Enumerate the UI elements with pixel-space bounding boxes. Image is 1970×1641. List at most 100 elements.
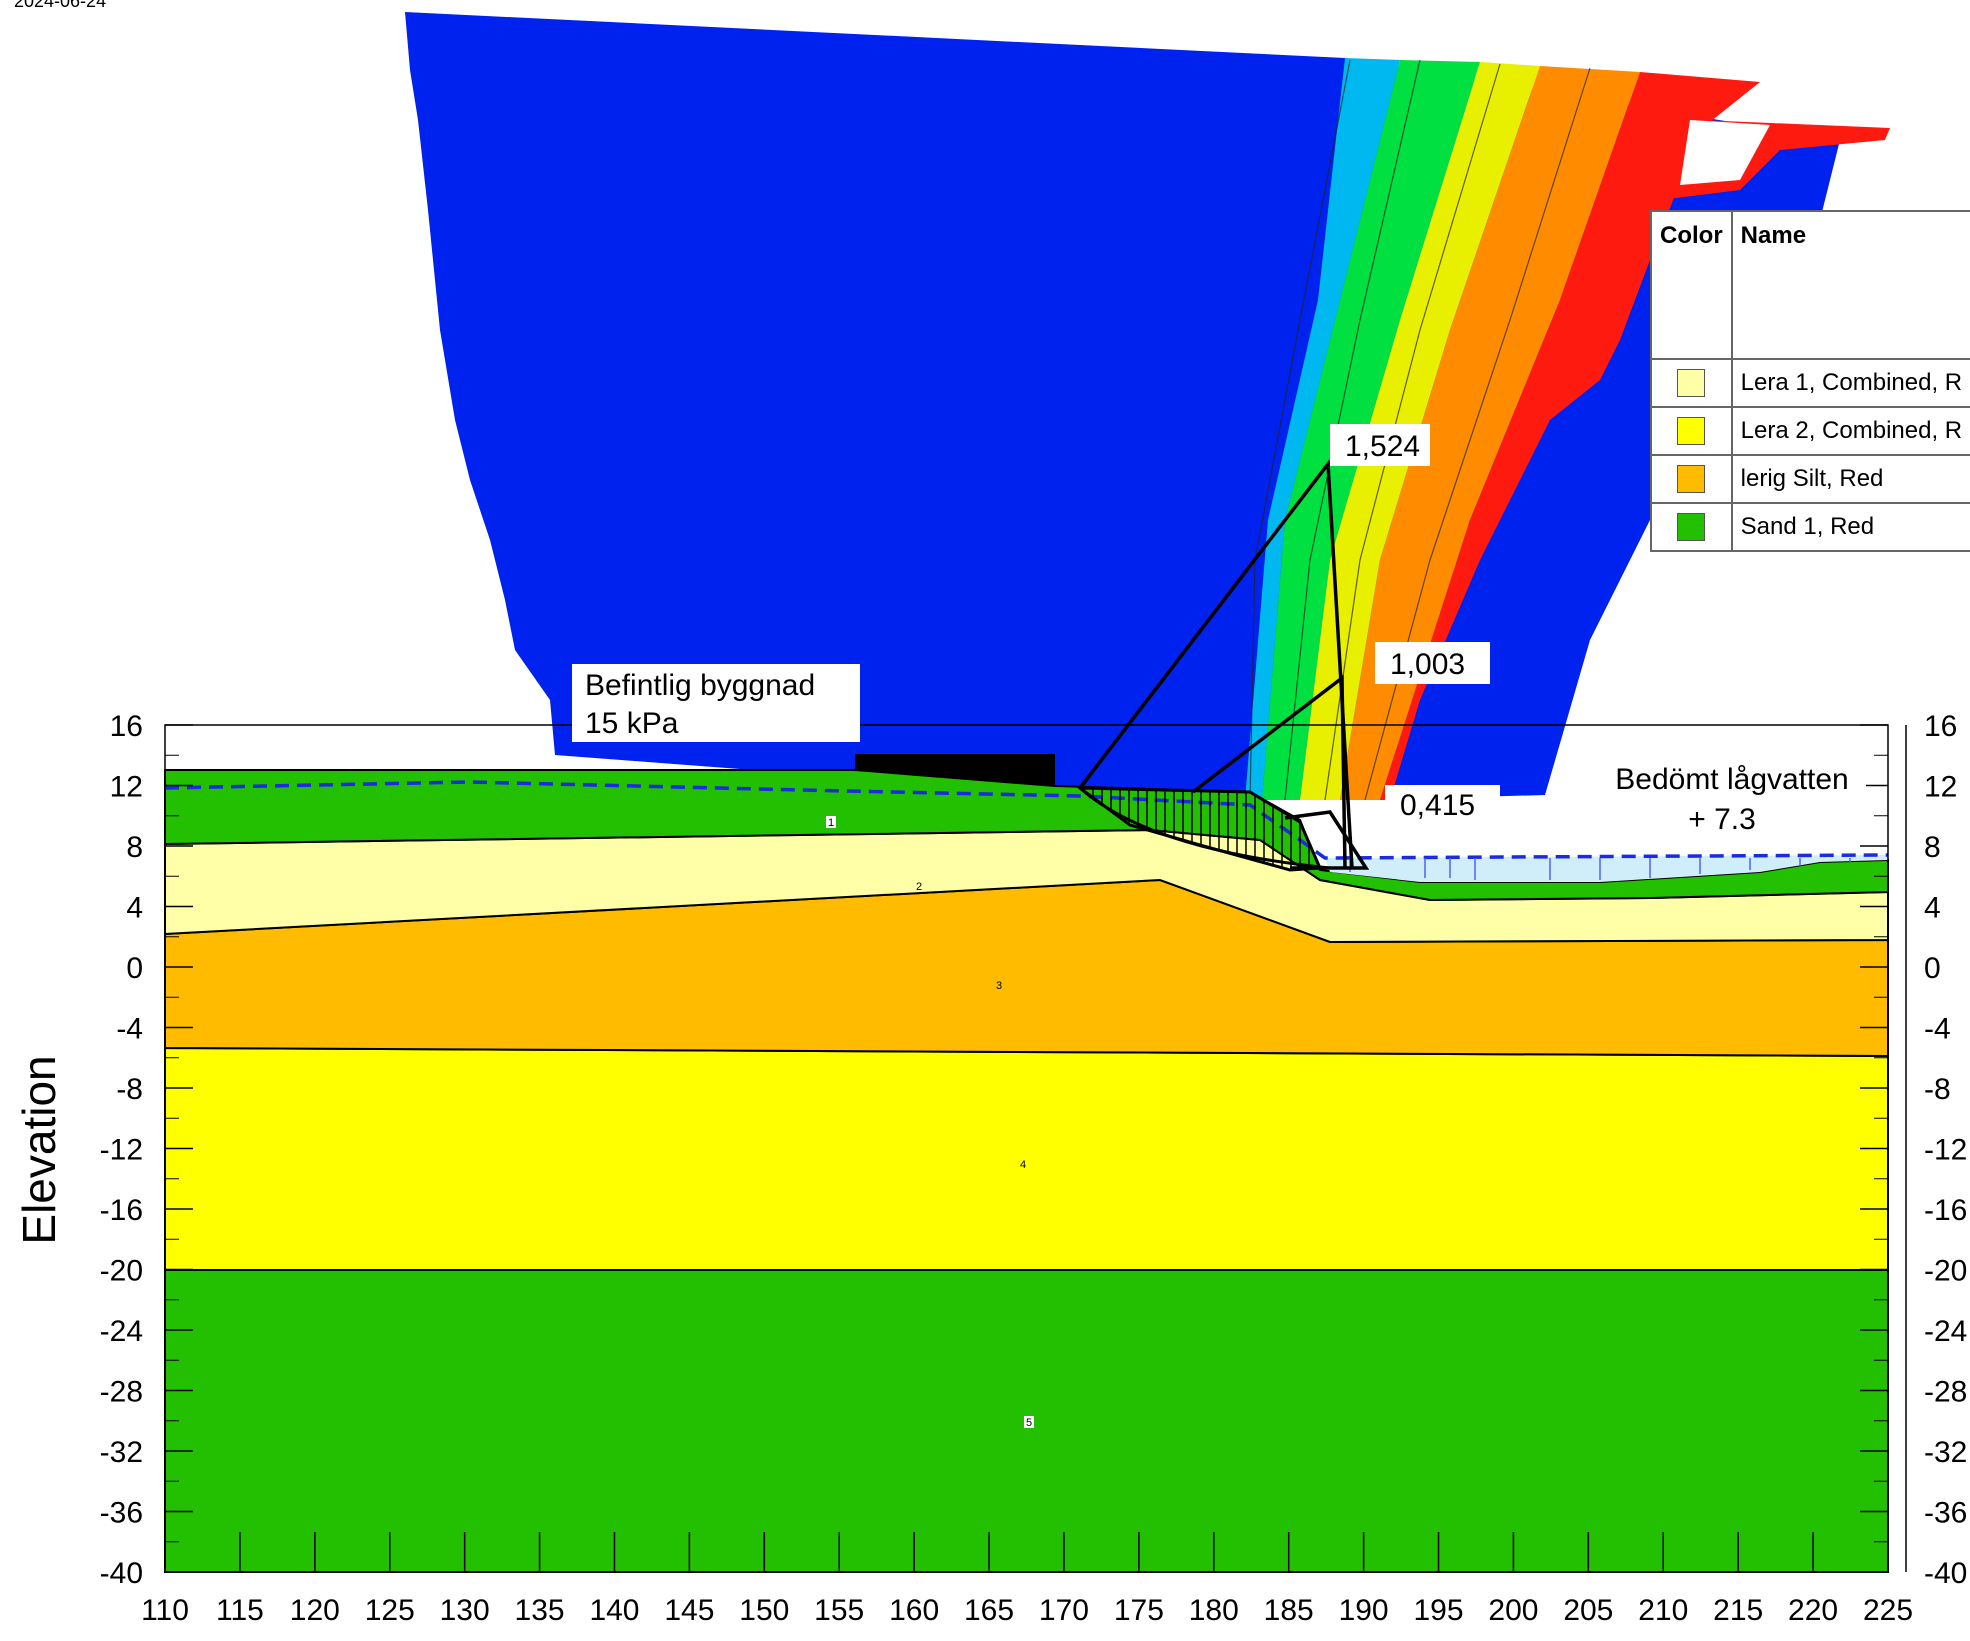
load-label-line1: Befintlig byggnad [585,669,815,702]
water-label-line2: + 7.3 [1688,803,1756,836]
y-tick-label-right: -36 [1924,1497,1967,1530]
y-tick-label-right: -32 [1924,1436,1967,1469]
soil-profile [164,769,1889,1573]
x-tick-label: 215 [1713,1594,1763,1627]
slip-surface-1003 [1191,674,1347,869]
legend-swatch [1677,369,1706,398]
fs-value-top: 1,524 [1345,430,1420,463]
load-annotation: Befintlig byggnad 15 kPa [572,664,860,742]
legend-swatch [1677,465,1706,494]
legend-header-name: Name [1730,210,1970,360]
layer-number-4: 4 [1020,1159,1026,1171]
y-tick-label-left: 12 [110,771,143,804]
x-tick-label: 125 [365,1594,415,1627]
legend-row: Lera 2, Combined, R [1650,406,1970,456]
y-tick-label-left: -16 [100,1194,143,1227]
slip-surfaces [1075,459,1370,872]
legend-item-name: Lera 2, Combined, R [1730,406,1970,456]
x-tick-label: 135 [515,1594,565,1627]
contour-green-band [1262,60,1480,800]
water-annotation: Bedömt lågvatten + 7.3 [1598,756,1866,836]
legend-item-name: lerig Silt, Red [1730,454,1970,504]
y-tick-label-right: -40 [1924,1557,1967,1590]
y-tick-label-left: -24 [100,1315,143,1348]
date-label: 2024-06-24 [14,0,107,11]
contour-red-fringe [1560,120,1890,400]
y-tick-label-right: 8 [1924,831,1941,864]
x-tick-label: 120 [290,1594,340,1627]
material-legend: Color Name Lera 1, Combined, R Lera 2, C… [1650,210,1970,552]
y-tick-label-left: -4 [116,1013,143,1046]
y-tick-label-right: 4 [1924,892,1941,925]
y-tick-label-left: 0 [126,952,143,985]
x-tick-label: 165 [964,1594,1014,1627]
x-tick-label: 210 [1638,1594,1688,1627]
layer-number-3: 3 [996,980,1002,992]
fs-label-mid: 1,003 [1375,642,1490,684]
x-tick-label: 150 [739,1594,789,1627]
x-ticks: 110 115 120 125 130 135 140 145 150 155 160 165 170 1… [141,1532,1913,1627]
x-tick-label: 115 [216,1594,264,1627]
x-tick-label: 130 [440,1594,490,1627]
x-tick-label: 140 [589,1594,639,1627]
x-tick-label: 170 [1039,1594,1089,1627]
legend-item-name: Sand 1, Red [1730,502,1970,552]
y-tick-label-left: 8 [126,831,143,864]
slip-arc [1079,786,1331,870]
x-tick-label: 200 [1488,1594,1538,1627]
y-ticks-right: 16 12 8 4 0 -4 -8 -12 -16 -20 -24 -28 -32 -36 -40 [1860,710,1967,1590]
y-tick-label-right: 0 [1924,952,1941,985]
legend-row: lerig Silt, Red [1650,454,1970,504]
y-tick-label-left: -12 [100,1134,143,1167]
y-tick-label-right: -24 [1924,1315,1967,1348]
x-tick-label: 225 [1863,1594,1913,1627]
legend-swatch [1677,417,1706,446]
y-tick-label-left: -36 [100,1497,143,1530]
y-axis-label: Elevation [13,1055,65,1244]
layer-numbers: 1 2 3 4 5 [826,816,1034,1429]
x-tick-label: 145 [664,1594,714,1627]
fs-label-low: 0,415 [1385,785,1500,827]
fs-value-low: 0,415 [1400,789,1475,822]
y-ticks-left: 16 12 8 4 0 -4 -8 -12 -16 -20 -24 -28 -32 -36 -40 [100,710,193,1590]
x-tick-label: 220 [1788,1594,1838,1627]
x-tick-label: 160 [889,1594,939,1627]
x-tick-label: 195 [1413,1594,1463,1627]
y-tick-label-left: 4 [126,892,143,925]
layer-number-5: 5 [1026,1417,1032,1429]
x-tick-label: 175 [1114,1594,1164,1627]
contour-yellow-band [1300,62,1540,800]
legend-header-color: Color [1650,210,1733,360]
x-tick-label: 180 [1189,1594,1239,1627]
contour-cyan-band [1245,58,1400,800]
layer-number-2: 2 [916,881,922,893]
y-tick-label-left: -8 [116,1073,143,1106]
legend-row: Sand 1, Red [1650,502,1970,552]
x-tick-label: 190 [1339,1594,1389,1627]
water-body [1325,855,1888,882]
y-tick-label-left: -40 [100,1557,143,1590]
x-tick-label: 155 [814,1594,864,1627]
y-tick-label-right: -28 [1924,1376,1967,1409]
load-label-line2: 15 kPa [585,707,679,740]
x-tick-label: 205 [1563,1594,1613,1627]
y-tick-label-right: 12 [1924,771,1957,804]
y-tick-label-left: -28 [100,1376,143,1409]
x-tick-label: 185 [1264,1594,1314,1627]
x-tick-label: 110 [141,1594,189,1627]
y-tick-label-right: -20 [1924,1255,1967,1288]
fs-value-mid: 1,003 [1390,648,1465,681]
y-tick-label-right: 16 [1924,710,1957,743]
y-tick-label-left: -32 [100,1436,143,1469]
layer-number-1: 1 [828,817,834,829]
legend-row: Lera 1, Combined, R [1650,358,1970,408]
y-tick-label-right: -8 [1924,1073,1951,1106]
y-tick-label-left: 16 [110,710,143,743]
water-label-line1: Bedömt lågvatten [1615,763,1848,796]
layer-4-lera2 [164,1046,1889,1271]
y-tick-label-right: -12 [1924,1134,1967,1167]
y-tick-label-right: -4 [1924,1013,1951,1046]
contour-white-gap [1680,120,1770,185]
legend-swatch [1677,513,1706,542]
